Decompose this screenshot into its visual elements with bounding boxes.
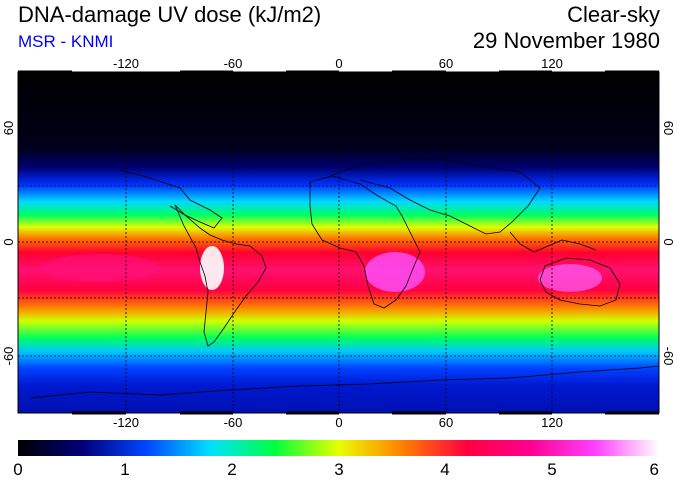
pacific-peak — [40, 254, 160, 282]
lon-tick-top: -120 — [113, 56, 139, 71]
coastlines — [29, 157, 659, 399]
colorbar-label: 4 — [440, 460, 449, 479]
colorbar-label: 5 — [547, 460, 556, 479]
lon-tick-bottom: 120 — [541, 415, 563, 430]
lon-tick-bottom: 0 — [335, 415, 342, 430]
sky-mode-label: Clear-sky — [567, 2, 660, 27]
colorbar-scale — [18, 440, 659, 456]
colorbar-label: 3 — [334, 460, 343, 479]
lon-tick-top: 0 — [335, 56, 342, 71]
graticule — [18, 72, 659, 413]
colorbar-label: 6 — [650, 460, 659, 479]
lon-tick-bottom: -120 — [113, 415, 139, 430]
lat-tick-right: -60 — [661, 347, 676, 366]
date-label: 29 November 1980 — [472, 28, 660, 53]
lat-tick-right: 60 — [661, 121, 676, 135]
map-title: DNA-damage UV dose (kJ/m2) — [18, 2, 322, 27]
lat-tick-left: -60 — [1, 347, 16, 366]
africa-peak — [365, 252, 425, 292]
lon-tick-bottom: -60 — [224, 415, 243, 430]
lat-tick-right: 0 — [661, 238, 676, 245]
colorbar-label: 2 — [227, 460, 236, 479]
lon-tick-top: 120 — [541, 56, 563, 71]
australia-peak — [538, 264, 602, 292]
lon-tick-top: -60 — [224, 56, 243, 71]
lon-tick-bottom: 60 — [439, 415, 453, 430]
lon-tick-top: 60 — [439, 56, 453, 71]
lat-tick-left: 60 — [1, 121, 16, 135]
source-label: MSR - KNMI — [18, 32, 114, 51]
andes-peak — [200, 246, 224, 290]
lat-tick-left: 0 — [1, 238, 16, 245]
frame-scale-ticks — [18, 70, 659, 415]
colorbar-label: 1 — [120, 460, 129, 479]
colorbar-label: 0 — [13, 460, 22, 479]
